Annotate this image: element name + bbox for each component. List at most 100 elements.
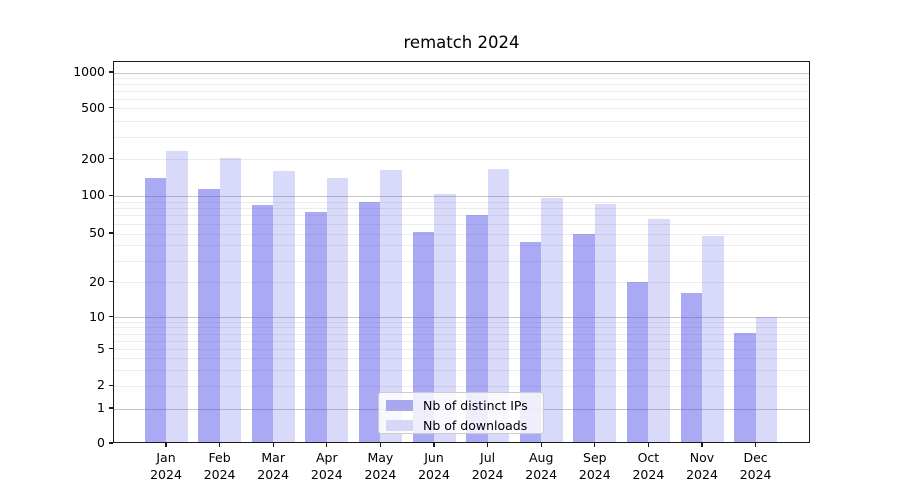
bar-downloads-jun: [434, 193, 456, 442]
bar-downloads-aug: [541, 198, 563, 442]
x-tick-label: May 2024: [364, 450, 397, 482]
legend-swatch-downloads-icon: [386, 420, 413, 431]
y-tick-mark: [109, 194, 113, 196]
x-tick-mark: [379, 443, 382, 447]
bar-distinct-ips-mar: [251, 204, 274, 442]
y-tick-mark: [109, 158, 113, 160]
x-tick-mark: [754, 443, 757, 447]
x-tick-label: Aug 2024: [525, 450, 558, 482]
legend-swatch-distinct-ips-icon: [386, 400, 413, 411]
bar-distinct-ips-jan: [144, 177, 166, 442]
x-tick-label: Jun 2024: [418, 450, 450, 482]
gridline-minor: [114, 98, 809, 100]
x-tick-label: Apr 2024: [310, 450, 343, 482]
bar-downloads-feb: [219, 157, 242, 442]
y-tick-label: 10: [89, 308, 105, 324]
y-tick-label: 1000: [73, 64, 105, 79]
gridline-minor: [114, 349, 809, 350]
y-tick-label: 1: [97, 400, 105, 415]
x-tick-mark: [218, 443, 221, 447]
gridline-minor: [114, 136, 809, 138]
x-tick-mark: [701, 443, 703, 447]
gridline-minor: [114, 357, 809, 359]
x-tick-mark: [594, 443, 596, 447]
gridline-minor: [114, 327, 809, 329]
x-tick-label: Oct 2024: [632, 450, 665, 482]
bar-distinct-ips-nov: [680, 292, 702, 442]
bar-downloads-nov: [702, 236, 724, 442]
legend: Nb of distinct IPs Nb of downloads: [378, 392, 544, 434]
bar-distinct-ips-apr: [305, 211, 327, 442]
gridline-minor: [114, 207, 809, 209]
bar-distinct-ips-dec: [734, 333, 756, 442]
y-tick-mark: [109, 281, 113, 283]
legend-label-distinct-ips: Nb of distinct IPs: [423, 398, 528, 413]
y-tick-mark: [109, 107, 113, 109]
y-tick-label: 20: [89, 273, 105, 289]
x-tick-mark: [326, 443, 328, 447]
y-tick-mark: [109, 316, 113, 318]
gridline-minor: [114, 120, 809, 122]
x-tick-label: Mar 2024: [257, 450, 290, 482]
gridline-minor: [114, 385, 809, 387]
bar-downloads-dec: [755, 316, 778, 442]
bar-downloads-jul: [487, 168, 510, 442]
y-tick-mark: [109, 442, 113, 444]
bar-distinct-ips-jul: [466, 214, 488, 442]
gridline-minor: [114, 260, 809, 262]
chart-title: rematch 2024: [403, 33, 520, 52]
y-tick-mark: [109, 71, 113, 73]
gridline-major: [114, 317, 809, 319]
gridline-minor: [114, 83, 809, 85]
x-tick-mark: [165, 443, 167, 447]
gridline-minor: [114, 215, 809, 217]
gridline-major: [114, 195, 809, 197]
bar-downloads-jan: [166, 151, 188, 442]
bar-distinct-ips-jun: [412, 231, 434, 442]
gridline-minor: [114, 90, 809, 92]
gridline-minor: [114, 233, 809, 235]
gridline-minor: [114, 369, 809, 371]
x-tick-mark: [647, 443, 650, 447]
gridline-minor: [114, 108, 809, 110]
plot-area: Nb of distinct IPs Nb of downloads: [113, 61, 810, 443]
gridline-minor: [114, 201, 809, 203]
bar-distinct-ips-may: [358, 202, 381, 442]
gridline-major: [114, 72, 809, 74]
y-tick-label: 5: [97, 340, 105, 356]
legend-item-downloads: Nb of downloads: [379, 417, 543, 434]
y-tick-label: 0: [97, 435, 105, 450]
bar-downloads-mar: [273, 170, 295, 442]
x-tick-label: Feb 2024: [203, 450, 236, 482]
y-tick-label: 50: [89, 225, 105, 240]
gridline-minor: [114, 340, 809, 342]
y-tick-label: 200: [81, 150, 105, 166]
y-tick-label: 500: [81, 99, 105, 115]
gridline-minor: [114, 322, 809, 324]
y-tick-mark: [109, 232, 113, 234]
bar-downloads-may: [380, 169, 402, 442]
legend-item-distinct-ips: Nb of distinct IPs: [379, 397, 543, 414]
bar-distinct-ips-oct: [626, 281, 649, 442]
y-tick-mark: [109, 347, 113, 350]
bar-distinct-ips-sep: [573, 234, 595, 442]
x-tick-label: Nov 2024: [686, 450, 718, 482]
x-tick-label: Sep 2024: [578, 450, 611, 482]
x-tick-mark: [272, 443, 274, 447]
bar-downloads-apr: [326, 177, 349, 442]
legend-label-downloads: Nb of downloads: [423, 418, 528, 433]
x-tick-mark: [540, 443, 542, 447]
gridline-minor: [114, 159, 809, 161]
y-tick-mark: [109, 384, 113, 386]
bar-distinct-ips-feb: [198, 189, 220, 442]
x-tick-label: Jan 2024: [150, 450, 182, 482]
x-tick-label: Dec 2024: [739, 450, 772, 482]
y-tick-label: 100: [81, 187, 105, 203]
x-tick-mark: [433, 443, 435, 447]
gridline-minor: [114, 77, 809, 79]
y-tick-label: 2: [97, 377, 105, 393]
y-tick-mark: [109, 407, 113, 409]
gridline-minor: [114, 333, 809, 335]
x-tick-label: Jul 2024: [471, 450, 504, 482]
